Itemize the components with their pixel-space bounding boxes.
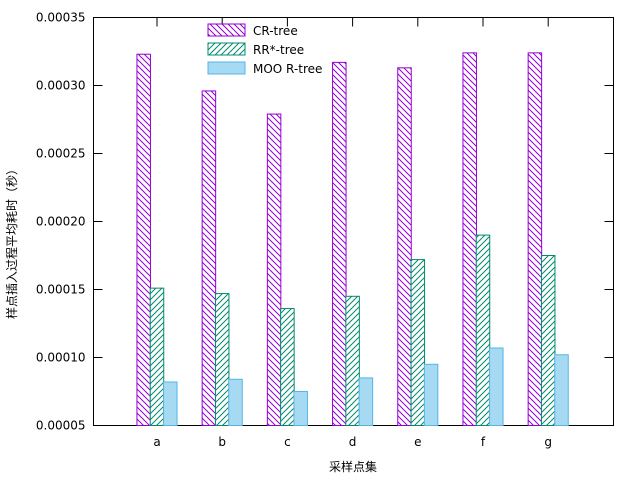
bar-moo-r-tree-d bbox=[358, 377, 374, 426]
y-tick-label: 0.00035 bbox=[36, 11, 86, 25]
bar-series-group bbox=[136, 52, 569, 427]
bar-moo-r-tree-e bbox=[423, 363, 439, 426]
bar-cr-tree-e bbox=[397, 67, 412, 426]
legend-swatch bbox=[207, 61, 246, 75]
legend-label: RR*-tree bbox=[253, 43, 304, 57]
y-tick-label: 0.00015 bbox=[36, 283, 86, 297]
bar-cr-tree-c bbox=[266, 113, 282, 426]
bar-cr-tree-b bbox=[201, 90, 217, 426]
x-tick-label: b bbox=[218, 435, 226, 449]
y-tick-label: 0.00005 bbox=[36, 419, 86, 433]
bar-cr-tree-g bbox=[527, 52, 543, 427]
x-tick-label: f bbox=[481, 435, 486, 449]
y-tick-label: 0.00020 bbox=[36, 215, 86, 229]
bar-moo-r-tree-c bbox=[293, 391, 308, 426]
x-tick-label: d bbox=[349, 435, 357, 449]
bar-cr-tree-f bbox=[462, 52, 477, 427]
x-tick-label: a bbox=[153, 435, 160, 449]
bar-moo-r-tree-b bbox=[228, 378, 243, 427]
legend: CR-tree RR*-tree MOO R-tree bbox=[207, 23, 322, 76]
bar-moo-r-tree-f bbox=[489, 347, 504, 427]
bar-moo-r-tree-a bbox=[163, 381, 178, 427]
y-tick-label: 0.00025 bbox=[36, 147, 86, 161]
bar-rr-tree-f bbox=[475, 234, 491, 426]
bar-rr-tree-g bbox=[540, 255, 556, 426]
x-tick-label: c bbox=[284, 435, 291, 449]
x-tick-label: e bbox=[414, 435, 421, 449]
legend-swatch bbox=[207, 42, 246, 56]
bar-cr-tree-d bbox=[332, 61, 347, 426]
bar-rr-tree-e bbox=[410, 259, 426, 426]
bar-moo-r-tree-g bbox=[554, 354, 569, 426]
x-tick-label: g bbox=[544, 435, 552, 449]
y-axis: 0.00005 0.00010 0.00015 0.00020 0.00025 0.000… bbox=[36, 11, 614, 433]
bar-rr-tree-c bbox=[280, 308, 295, 427]
bar-rr-tree-d bbox=[345, 295, 360, 426]
bar-rr-tree-a bbox=[149, 287, 165, 427]
x-axis-title: 采样点集 bbox=[329, 459, 377, 474]
bar-rr-tree-b bbox=[214, 293, 230, 426]
y-tick-label: 0.00030 bbox=[36, 79, 86, 93]
legend-swatch bbox=[207, 23, 246, 37]
legend-label: CR-tree bbox=[253, 24, 298, 38]
y-axis-title: 样点插入过程平均耗时（秒） bbox=[4, 163, 19, 319]
legend-label: MOO R-tree bbox=[253, 62, 322, 76]
bar-cr-tree-a bbox=[136, 53, 151, 426]
y-tick-label: 0.00010 bbox=[36, 351, 86, 365]
